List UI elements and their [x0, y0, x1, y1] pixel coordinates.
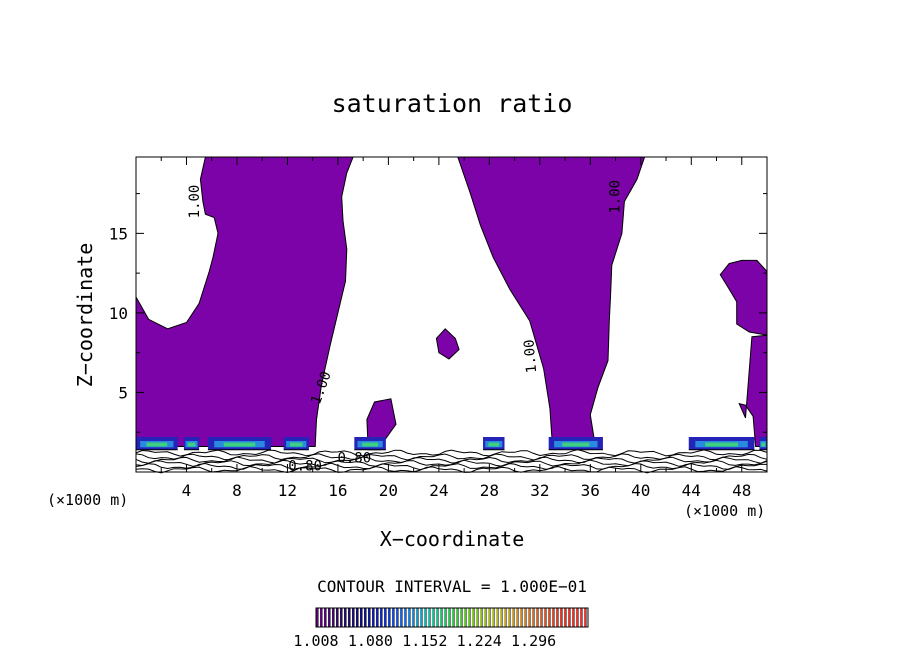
- colorbar-frame: [315, 607, 589, 628]
- low-contour-line-1: [135, 449, 768, 457]
- supersaturated-region-5: [435, 328, 460, 360]
- low-level-contours: [135, 449, 768, 474]
- y-tick-label-10: 10: [109, 304, 128, 323]
- x-tick-label-24: 24: [429, 481, 448, 500]
- colorbar-stripes: [316, 608, 587, 627]
- x-tick-label-8: 8: [232, 481, 242, 500]
- x-tick-label-20: 20: [379, 481, 398, 500]
- contour-interval-text: CONTOUR INTERVAL = 1.000E−01: [317, 577, 587, 596]
- plot-area: 1.00 1.001.001.000.800.80 4 8 12 16 20 24 28 32 3…: [109, 156, 768, 500]
- shallow-cloud-patch-3: [207, 437, 272, 451]
- colorbar-tick-labels: 1.008 1.080 1.152 1.224 1.296: [293, 632, 556, 650]
- x-tick-label-4: 4: [182, 481, 192, 500]
- plot-frame: [135, 156, 768, 473]
- x-tick-label-48: 48: [732, 481, 751, 500]
- x-tick-label-12: 12: [278, 481, 297, 500]
- x-axis-ticks: 4 8 12 16 20 24 28 32 36 40 44 48: [160, 157, 751, 500]
- colorbar-tick-label-1: 1.008: [293, 632, 338, 650]
- shallow-cloud-patch-9: [759, 437, 767, 451]
- chart-title: saturation ratio: [332, 89, 573, 118]
- colorbar-tick-label-3: 1.152: [402, 632, 447, 650]
- y-axis-label: Z−coordinate: [73, 243, 97, 388]
- x-tick-label-16: 16: [328, 481, 347, 500]
- low-contour-line-3: [135, 456, 768, 464]
- shallow-cloud-patch-8: [688, 437, 755, 451]
- supersaturated-region-2: [457, 156, 646, 447]
- colorbar: 1.008 1.080 1.152 1.224 1.296: [293, 607, 589, 650]
- low-contour-line-6: [135, 465, 768, 474]
- shallow-cloud-patches: [136, 437, 767, 451]
- y-tick-label-15: 15: [109, 224, 128, 243]
- x-axis-label: X−coordinate: [380, 527, 525, 551]
- shallow-cloud-patch-2: [183, 437, 200, 451]
- x-tick-label-28: 28: [480, 481, 499, 500]
- contour-label-3: 1.00: [521, 339, 540, 374]
- shallow-cloud-patch-7: [548, 437, 603, 451]
- x-tick-label-32: 32: [530, 481, 549, 500]
- x-unit-label-left: (×1000 m): [47, 491, 128, 509]
- colorbar-tick-label-2: 1.080: [348, 632, 393, 650]
- contour-label-2: 1.00: [607, 180, 623, 214]
- x-tick-label-36: 36: [581, 481, 600, 500]
- contour-label-1: 1.00: [187, 185, 203, 219]
- contour-label-6: 0.80: [288, 458, 322, 474]
- shallow-cloud-patch-1: [136, 437, 178, 451]
- x-tick-label-44: 44: [682, 481, 701, 500]
- shallow-cloud-patch-6: [483, 437, 505, 451]
- colorbar-tick-label-4: 1.224: [457, 632, 502, 650]
- supersaturated-regions: [135, 156, 768, 451]
- x-tick-label-40: 40: [631, 481, 650, 500]
- y-tick-label-5: 5: [118, 383, 128, 402]
- y-axis-ticks: 5 10 15: [109, 193, 767, 433]
- shallow-cloud-patch-5: [354, 437, 386, 451]
- shallow-cloud-patch-4: [283, 437, 309, 451]
- colorbar-tick-label-5: 1.296: [511, 632, 556, 650]
- contour-label-5: 0.80: [337, 451, 371, 467]
- contour-labels: 1.00 1.001.001.000.800.80: [187, 180, 623, 474]
- x-unit-label-right: (×1000 m): [684, 502, 765, 520]
